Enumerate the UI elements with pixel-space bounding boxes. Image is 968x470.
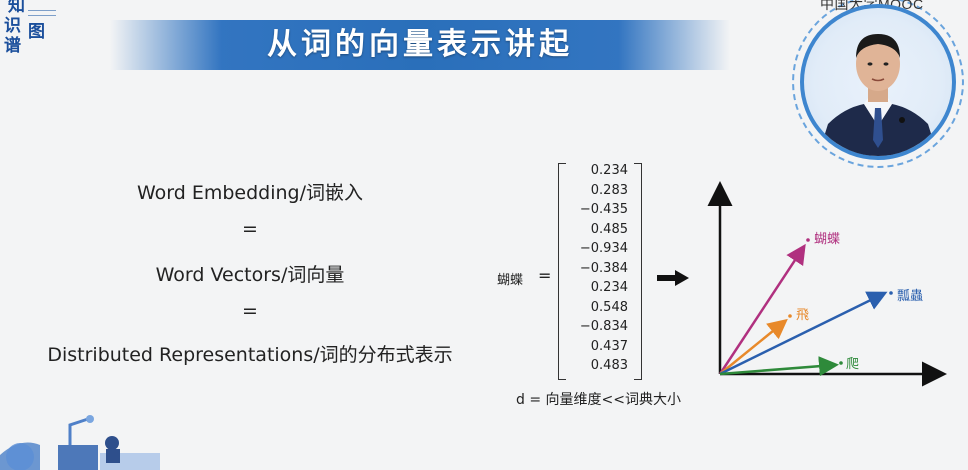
arrow-right-icon [657,270,689,286]
vector-word-label: 蝴蝶 [497,273,524,288]
title-banner [110,20,730,70]
decorative-illustration [0,415,160,470]
vector-value: 0.483 [590,358,628,373]
vector-fly [719,318,788,375]
presenter-avatar [818,34,938,156]
vector-label-crawl: 爬 [846,357,859,372]
definition-line: Word Embedding/词嵌入 [136,182,364,204]
vector-value: 0.548 [590,299,628,315]
vector-value: −0.834 [579,319,628,334]
vector-value: 0.437 [590,338,628,354]
vector-value: 0.234 [590,163,628,178]
vector-value: −0.934 [579,241,628,256]
video-ring-decoration [792,0,964,168]
equals-line: = [242,218,258,240]
logo-char: 识 [4,16,21,36]
embedding-vector: 0.234 0.283 −0.435 0.485 −0.934 −0.384 0… [558,163,642,380]
vector-value: −0.435 [579,202,628,217]
vector-value: 0.283 [590,182,628,198]
definition-line: Word Vectors/词向量 [155,264,345,286]
vector-value: 0.485 [590,221,628,237]
vector-label-butterfly: 蝴蝶 [814,232,840,247]
knowledge-graph-logo: 知 识 谱 图 [2,0,60,62]
presenter-video [800,4,956,160]
logo-char: 知 [8,0,25,16]
vector-ladybug [719,291,888,376]
vector-value: 0.234 [590,280,628,295]
vector-label-fly: 飛 [796,308,809,323]
logo-divider [28,10,56,16]
dimension-note: d = 向量维度<<词典大小 [516,392,681,408]
right-bracket [634,163,642,380]
vector-butterfly [718,243,806,375]
vector-value: −0.384 [579,260,628,276]
logo-char: 谱 [4,36,21,56]
equals-line: = [242,300,258,322]
vector-label-ladybug: 瓢蟲 [897,289,923,304]
vector-crawl [719,356,839,377]
slide-title: 从词的向量表示讲起 [267,27,573,62]
logo-char: 图 [28,22,45,42]
vector-space-diagram: 蝴蝶 飛 瓢蟲 爬 [707,181,947,387]
matrix-equals: = [538,266,552,285]
definition-line: Distributed Representations/词的分布式表示 [47,344,453,366]
left-bracket [558,163,566,380]
